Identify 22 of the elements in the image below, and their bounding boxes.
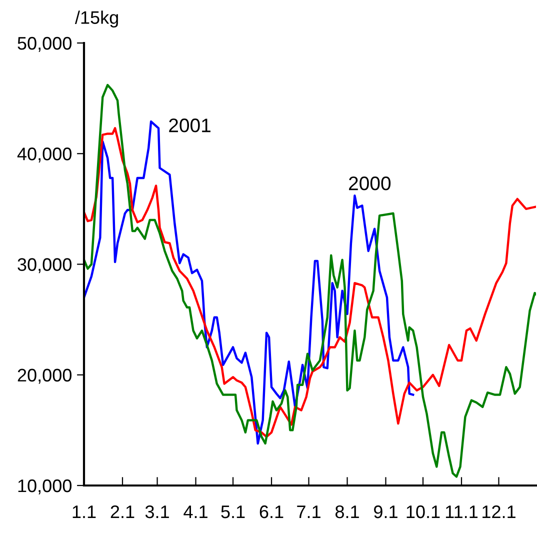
x-tick-label: 6.1 <box>260 505 284 518</box>
line-series <box>84 120 414 445</box>
x-tick-label: 10.1 <box>406 505 440 518</box>
x-tick-label: 9.1 <box>374 505 398 518</box>
x-tick-label: 11.1 <box>446 506 478 518</box>
y-tick-label: 10,000 <box>18 479 72 494</box>
x-tick-label: 7.1 <box>297 506 320 518</box>
y-tick-label: 40,000 <box>17 148 72 162</box>
line-series <box>84 84 536 478</box>
y-tick-label: 50,000 <box>18 36 72 52</box>
x-tick-label: 12.1 <box>482 505 516 518</box>
x-tick-label: 3.1 <box>145 505 169 518</box>
y-tick-label: 20,000 <box>18 368 72 384</box>
y-axis-title: /15kg <box>74 10 118 28</box>
x-tick-label: 4.1 <box>184 506 208 518</box>
x-tick-label: 1.1 <box>72 506 96 518</box>
x-tick-label: 8.1 <box>335 505 359 518</box>
annotation: 2001 <box>169 118 210 132</box>
x-tick-label: 2.1 <box>110 505 134 518</box>
x-tick-label: 5.1 <box>221 506 245 518</box>
y-tick-label: 30,000 <box>18 258 72 274</box>
annotation: 2000 <box>349 176 391 190</box>
